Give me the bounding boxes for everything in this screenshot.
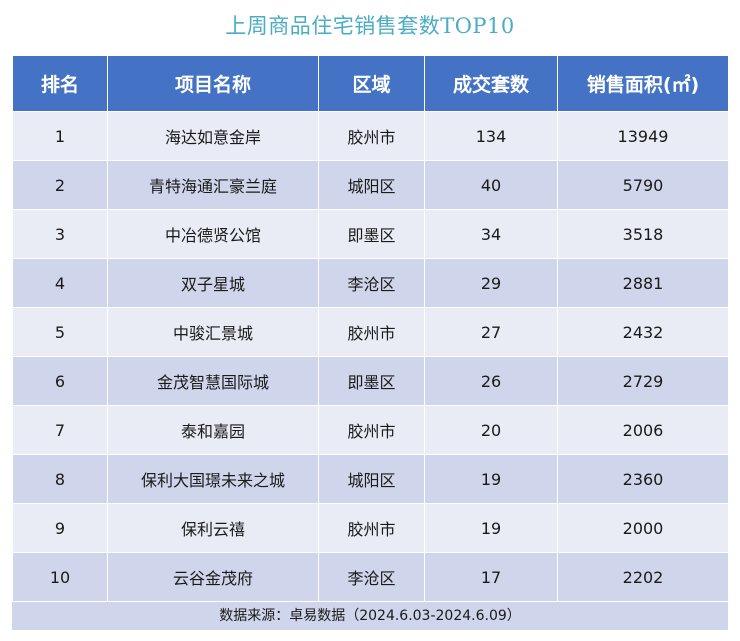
cell-project-name: 中冶德贤公馆 [107, 209, 319, 259]
cell-project-name: 保利云禧 [107, 503, 319, 553]
table-row: 6 金茂智慧国际城 即墨区 26 2729 [12, 356, 729, 406]
cell-rank: 6 [12, 356, 108, 406]
data-source-text: 数据来源：卓易数据（2024.6.03-2024.6.09） [219, 608, 521, 624]
cell-district: 城阳区 [318, 160, 425, 210]
cell-district: 李沧区 [318, 552, 425, 602]
cell-units-sold: 40 [424, 160, 558, 210]
cell-district: 城阳区 [318, 454, 425, 504]
cell-rank: 3 [12, 209, 108, 259]
data-source-footer: 数据来源：卓易数据（2024.6.03-2024.6.09） [12, 601, 728, 630]
cell-project-name: 泰和嘉园 [107, 405, 319, 455]
cell-sales-area: 2006 [557, 405, 729, 455]
table-header-row: 排名 项目名称 区域 成交套数 销售面积(㎡) [12, 55, 729, 112]
cell-sales-area: 2202 [557, 552, 729, 602]
cell-rank: 1 [12, 111, 108, 161]
cell-rank: 9 [12, 503, 108, 553]
cell-sales-area: 2881 [557, 258, 729, 308]
cell-units-sold: 34 [424, 209, 558, 259]
table-row: 4 双子星城 李沧区 29 2881 [12, 258, 729, 308]
table-row: 2 青特海通汇豪兰庭 城阳区 40 5790 [12, 160, 729, 210]
cell-units-sold: 27 [424, 307, 558, 357]
sales-table: 排名 项目名称 区域 成交套数 销售面积(㎡) 1 海达如意金岸 胶州市 134… [12, 55, 729, 602]
page-title: 上周商品住宅销售套数TOP10 [225, 14, 515, 38]
cell-rank: 8 [12, 454, 108, 504]
cell-sales-area: 2432 [557, 307, 729, 357]
table-row: 5 中骏汇景城 胶州市 27 2432 [12, 307, 729, 357]
cell-project-name: 金茂智慧国际城 [107, 356, 319, 406]
cell-sales-area: 3518 [557, 209, 729, 259]
cell-project-name: 保利大国璟未来之城 [107, 454, 319, 504]
table-row: 3 中冶德贤公馆 即墨区 34 3518 [12, 209, 729, 259]
cell-sales-area: 2000 [557, 503, 729, 553]
cell-district: 李沧区 [318, 258, 425, 308]
cell-district: 胶州市 [318, 405, 425, 455]
cell-units-sold: 19 [424, 503, 558, 553]
cell-project-name: 青特海通汇豪兰庭 [107, 160, 319, 210]
cell-rank: 10 [12, 552, 108, 602]
cell-project-name: 中骏汇景城 [107, 307, 319, 357]
cell-district: 即墨区 [318, 356, 425, 406]
cell-district: 胶州市 [318, 307, 425, 357]
cell-rank: 5 [12, 307, 108, 357]
table-row: 7 泰和嘉园 胶州市 20 2006 [12, 405, 729, 455]
cell-project-name: 云谷金茂府 [107, 552, 319, 602]
cell-units-sold: 29 [424, 258, 558, 308]
cell-project-name: 双子星城 [107, 258, 319, 308]
table-row: 10 云谷金茂府 李沧区 17 2202 [12, 552, 729, 602]
cell-units-sold: 20 [424, 405, 558, 455]
cell-district: 胶州市 [318, 503, 425, 553]
header-sales-area: 销售面积(㎡) [557, 55, 729, 112]
header-rank: 排名 [12, 55, 108, 112]
cell-units-sold: 134 [424, 111, 558, 161]
table-row: 9 保利云禧 胶州市 19 2000 [12, 503, 729, 553]
cell-units-sold: 17 [424, 552, 558, 602]
cell-rank: 2 [12, 160, 108, 210]
cell-rank: 7 [12, 405, 108, 455]
cell-units-sold: 26 [424, 356, 558, 406]
header-district: 区域 [318, 55, 425, 112]
cell-sales-area: 2729 [557, 356, 729, 406]
header-project-name: 项目名称 [107, 55, 319, 112]
header-units-sold: 成交套数 [424, 55, 558, 112]
cell-rank: 4 [12, 258, 108, 308]
cell-units-sold: 19 [424, 454, 558, 504]
cell-sales-area: 2360 [557, 454, 729, 504]
cell-sales-area: 13949 [557, 111, 729, 161]
cell-sales-area: 5790 [557, 160, 729, 210]
cell-district: 胶州市 [318, 111, 425, 161]
cell-project-name: 海达如意金岸 [107, 111, 319, 161]
cell-district: 即墨区 [318, 209, 425, 259]
table-row: 8 保利大国璟未来之城 城阳区 19 2360 [12, 454, 729, 504]
table-row: 1 海达如意金岸 胶州市 134 13949 [12, 111, 729, 161]
